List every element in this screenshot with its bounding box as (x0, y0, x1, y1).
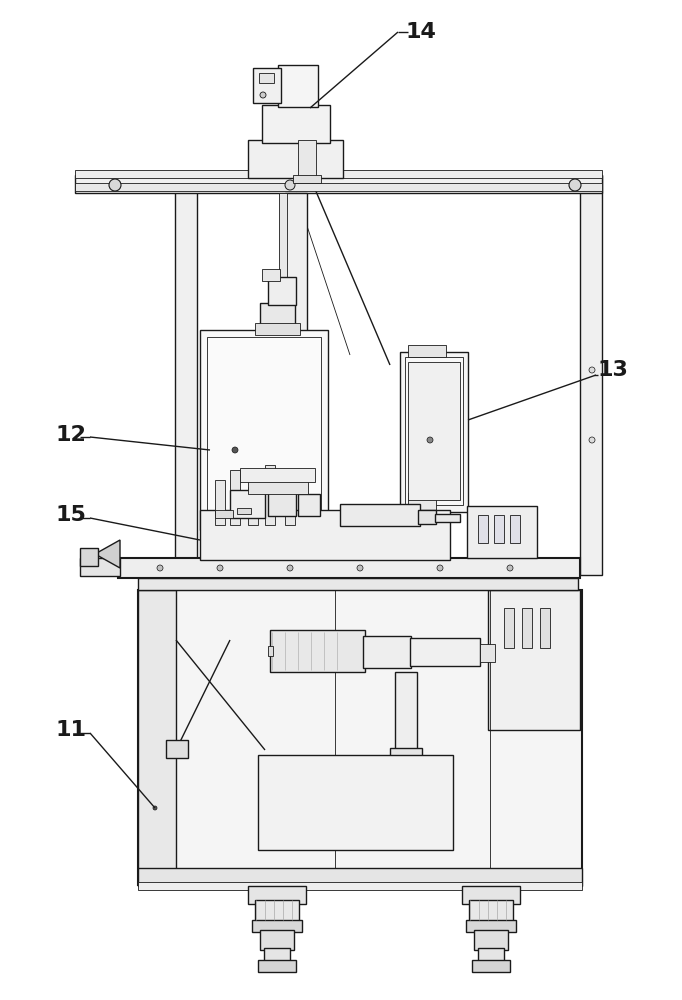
Bar (363, 636, 411, 668)
Bar (580, 175, 602, 575)
Bar (264, 948, 290, 963)
Bar (405, 357, 463, 505)
Bar (138, 590, 176, 870)
Circle shape (217, 565, 223, 571)
Bar (215, 510, 233, 518)
Bar (474, 930, 508, 950)
Circle shape (285, 180, 295, 190)
Bar (240, 468, 315, 482)
Bar (268, 277, 296, 305)
Bar (298, 494, 320, 516)
Bar (540, 608, 550, 648)
Bar (166, 740, 188, 758)
Bar (279, 193, 287, 368)
Bar (260, 303, 295, 333)
Circle shape (287, 565, 293, 571)
Bar (478, 948, 504, 963)
Bar (255, 900, 299, 922)
Bar (522, 608, 532, 648)
Circle shape (507, 565, 513, 571)
Bar (237, 508, 251, 514)
Bar (340, 504, 420, 526)
Bar (265, 465, 275, 525)
Circle shape (427, 437, 433, 443)
Circle shape (157, 565, 163, 571)
Bar (75, 183, 602, 191)
Bar (260, 930, 294, 950)
Bar (510, 515, 520, 543)
Circle shape (589, 437, 595, 443)
Bar (285, 477, 295, 525)
Bar (200, 330, 328, 530)
Bar (462, 886, 520, 904)
Text: 13: 13 (598, 360, 629, 380)
Bar (200, 510, 450, 560)
Bar (472, 960, 510, 972)
Text: 15: 15 (55, 505, 86, 525)
Bar (248, 886, 306, 904)
Bar (469, 900, 513, 922)
Bar (258, 960, 296, 972)
Bar (75, 175, 602, 193)
Bar (478, 515, 488, 543)
Circle shape (437, 565, 443, 571)
Bar (395, 672, 417, 752)
Text: 12: 12 (55, 425, 86, 445)
Circle shape (260, 92, 266, 98)
Bar (390, 748, 422, 758)
Bar (248, 480, 308, 494)
Bar (258, 755, 453, 850)
Bar (175, 175, 197, 575)
Bar (268, 492, 296, 516)
Bar (80, 558, 120, 576)
Bar (408, 493, 436, 511)
Bar (400, 352, 468, 512)
Bar (118, 558, 580, 578)
Bar (494, 515, 504, 543)
Bar (408, 345, 446, 357)
Bar (215, 480, 225, 525)
Bar (418, 510, 436, 524)
Bar (293, 175, 321, 183)
Circle shape (569, 179, 581, 191)
Bar (138, 578, 578, 590)
Bar (259, 73, 274, 83)
Bar (255, 323, 300, 335)
Text: 14: 14 (406, 22, 437, 42)
Circle shape (153, 806, 157, 810)
Bar (230, 490, 265, 518)
Bar (138, 882, 582, 890)
Circle shape (232, 447, 238, 453)
Bar (75, 170, 602, 178)
Bar (138, 590, 582, 885)
Bar (278, 65, 318, 107)
Bar (270, 630, 365, 672)
Polygon shape (95, 540, 120, 568)
Bar (268, 646, 273, 656)
Circle shape (589, 367, 595, 373)
Bar (230, 470, 240, 525)
Bar (252, 920, 302, 932)
Bar (248, 140, 343, 178)
Text: 11: 11 (55, 720, 86, 740)
Bar (298, 140, 316, 178)
Bar (435, 514, 460, 522)
Bar (488, 590, 580, 730)
Circle shape (357, 565, 363, 571)
Circle shape (109, 179, 121, 191)
Bar (408, 362, 460, 500)
Bar (262, 105, 330, 143)
Bar (285, 193, 307, 368)
Bar (480, 644, 495, 662)
Bar (207, 337, 321, 523)
Bar (410, 638, 480, 666)
Bar (248, 487, 258, 525)
Bar (504, 608, 514, 648)
Bar (262, 269, 280, 281)
Bar (253, 68, 281, 103)
Bar (80, 548, 98, 566)
Bar (466, 920, 516, 932)
Bar (467, 506, 537, 558)
Bar (138, 868, 582, 886)
